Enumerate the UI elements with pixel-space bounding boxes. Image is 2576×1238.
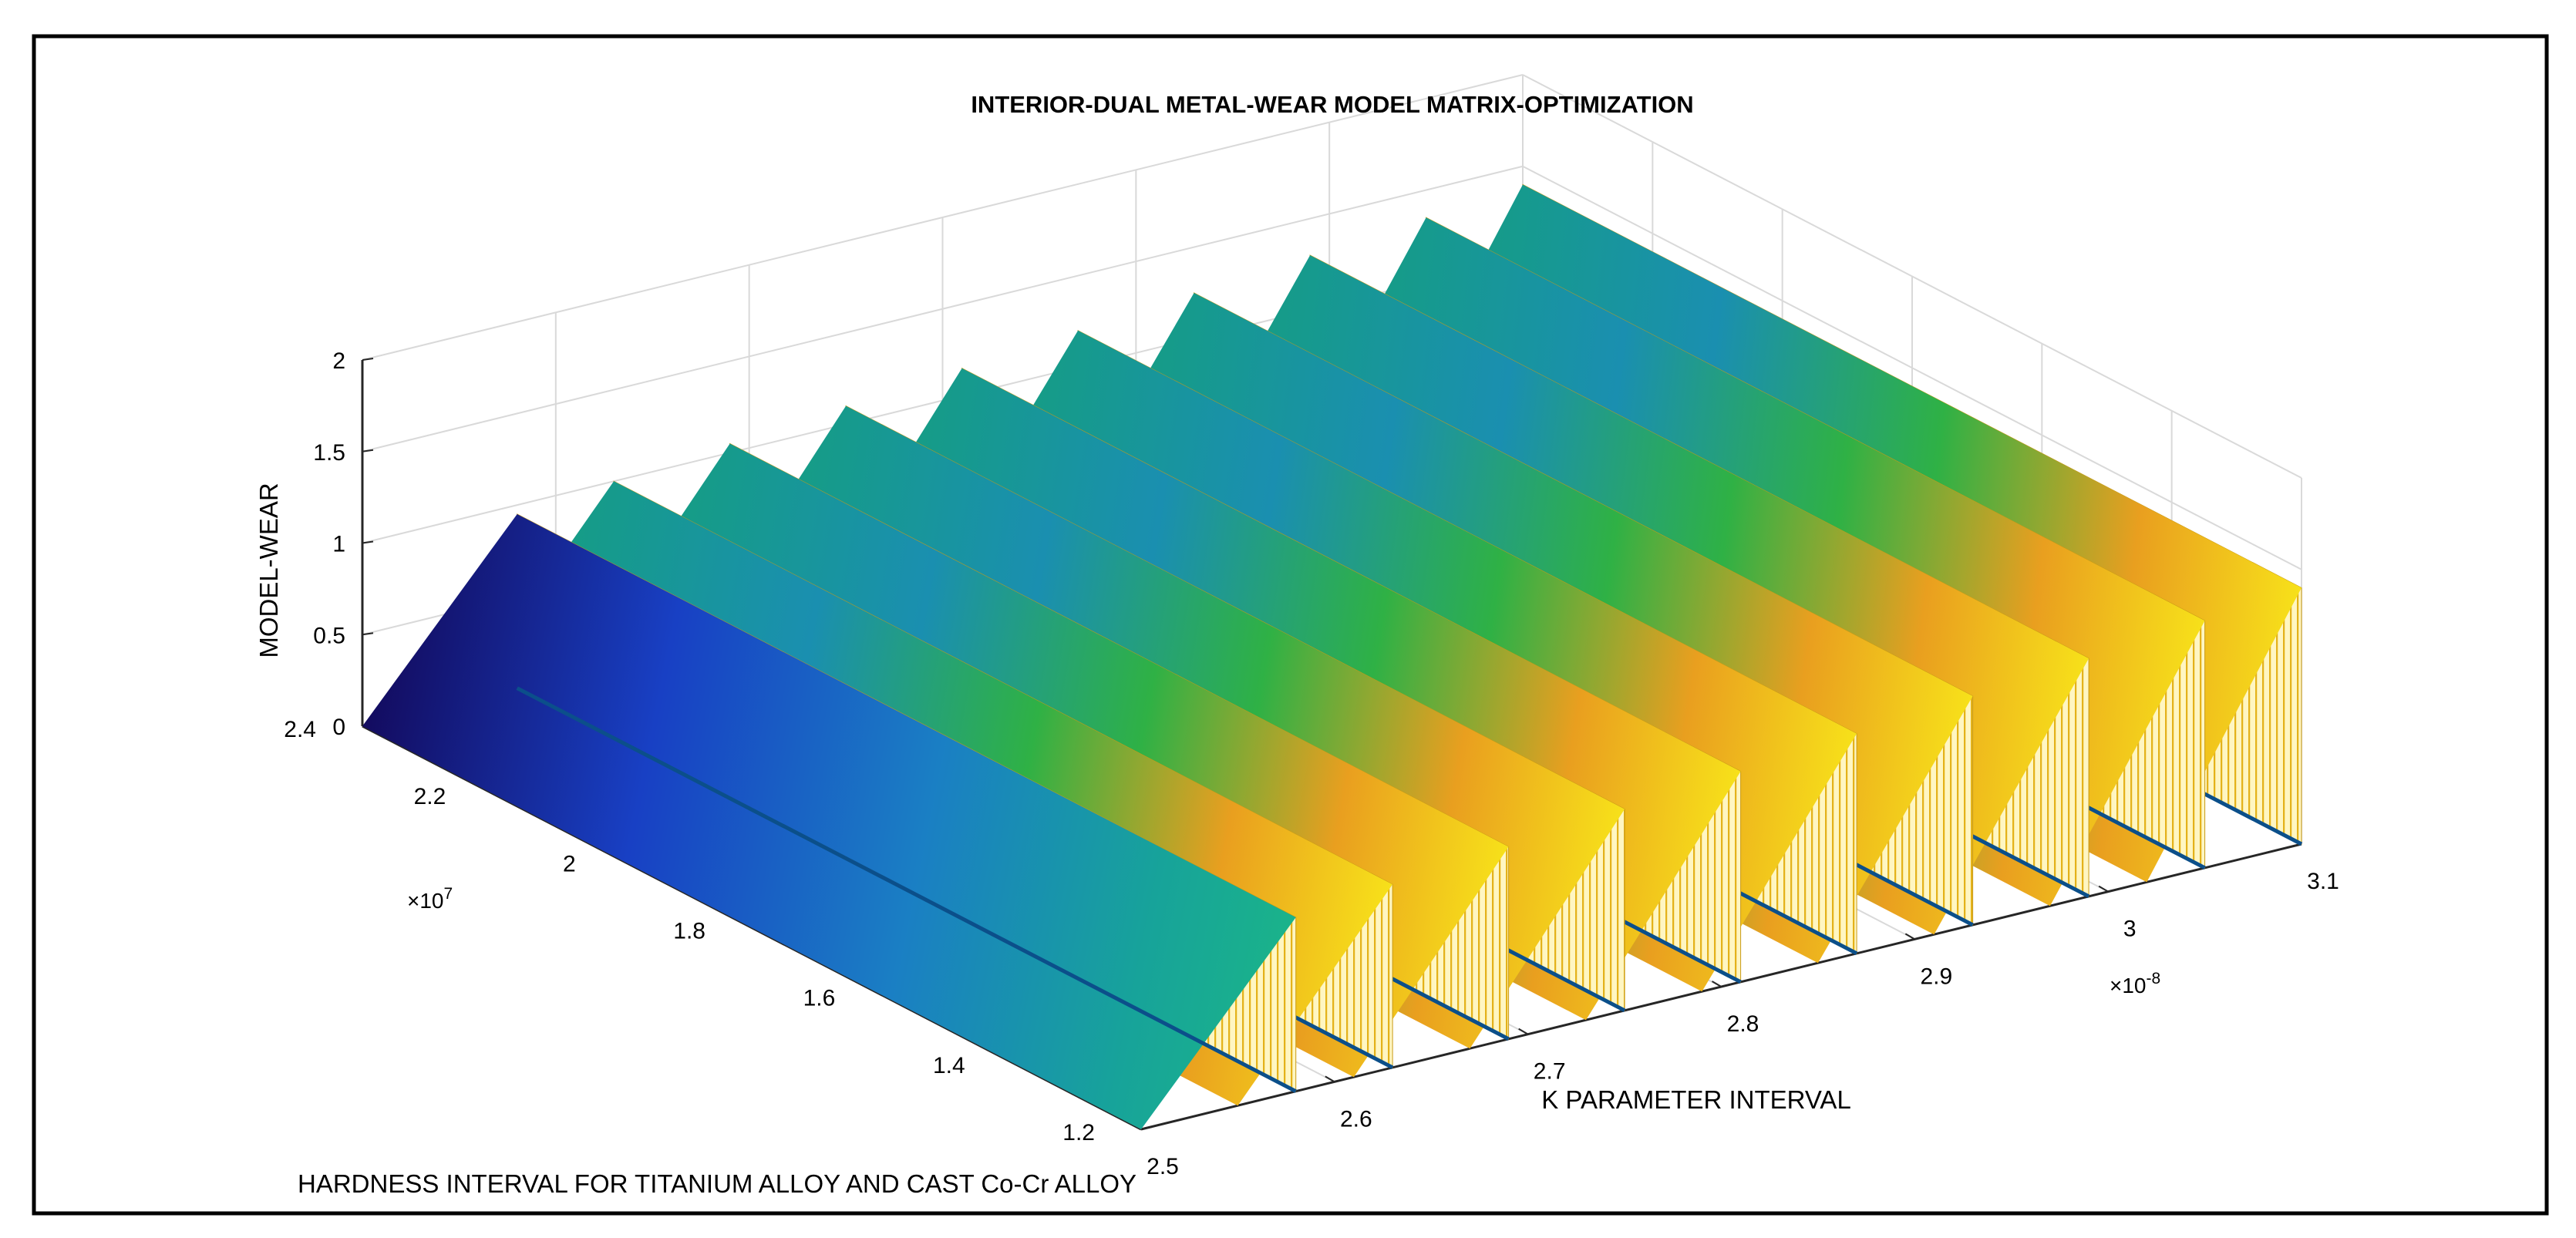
y-tick-mark [1140,1126,1153,1130]
slab-base-edge [516,686,1297,1093]
x-tick-label: 3.1 [2307,869,2339,894]
slab-top-face [362,514,1296,1129]
x-axis-label: K PARAMETER INTERVAL [1541,1085,1851,1114]
y-tick-labels: 1.2 1.4 1.6 1.8 2 2.2 2.4 [284,717,1095,1145]
x-tick-mark [1904,933,1915,940]
z-tick-mark [362,358,374,361]
x-tick-label: 3 [2123,917,2137,942]
x-exponent-label: ×10-8 [2110,970,2160,997]
y-tick-label: 1.8 [673,919,705,944]
x-tick-label: 2.8 [1727,1011,1759,1037]
z-axis-label: MODEL-WEAR [254,483,283,658]
y-tick-label: 2 [563,851,576,876]
z-tick-mark [362,449,374,452]
x-tick-label: 2.6 [1340,1106,1372,1132]
grid-line [1522,165,2302,570]
x-tick-mark [1325,1075,1335,1083]
grid-line [1522,74,2302,479]
y-tick-label: 2.2 [414,784,446,809]
x-tick-mark [1518,1028,1529,1035]
z-tick-labels: 0 0.5 1 1.5 2 [313,348,345,740]
y-tick-label: 1.6 [803,986,836,1011]
x-tick-label: 2.5 [1147,1154,1179,1179]
y-tick-label: 1.2 [1062,1120,1095,1145]
x-tick-mark [2098,885,2109,893]
grid-line [362,165,1524,452]
z-tick-mark [362,632,374,636]
y-axis-label: HARDNESS INTERVAL FOR TITANIUM ALLOY AND… [298,1169,1136,1198]
y-tick-label: 2.4 [284,717,316,742]
x-tick-label: 2.9 [1920,964,1952,989]
surface [362,183,2303,1129]
z-tick-label: 2 [332,348,345,374]
z-tick-label: 1 [332,532,345,557]
grid-line [362,74,1524,361]
chart-title: INTERIOR-DUAL METAL-WEAR MODEL MATRIX-OP… [971,91,1693,118]
x-tick-mark [1711,981,1722,987]
surface-slab [362,513,1297,1129]
x-tick-labels: 2.5 2.6 2.7 2.8 2.9 3 3.1 [1147,869,2339,1179]
x-tick-label: 2.7 [1534,1059,1566,1085]
z-tick-label: 0 [332,715,345,740]
y-exponent-label: ×107 [407,885,453,913]
z-tick-mark [362,540,374,544]
y-tick-label: 1.4 [933,1053,965,1078]
z-tick-label: 1.5 [313,440,345,466]
z-tick-label: 0.5 [313,623,345,648]
